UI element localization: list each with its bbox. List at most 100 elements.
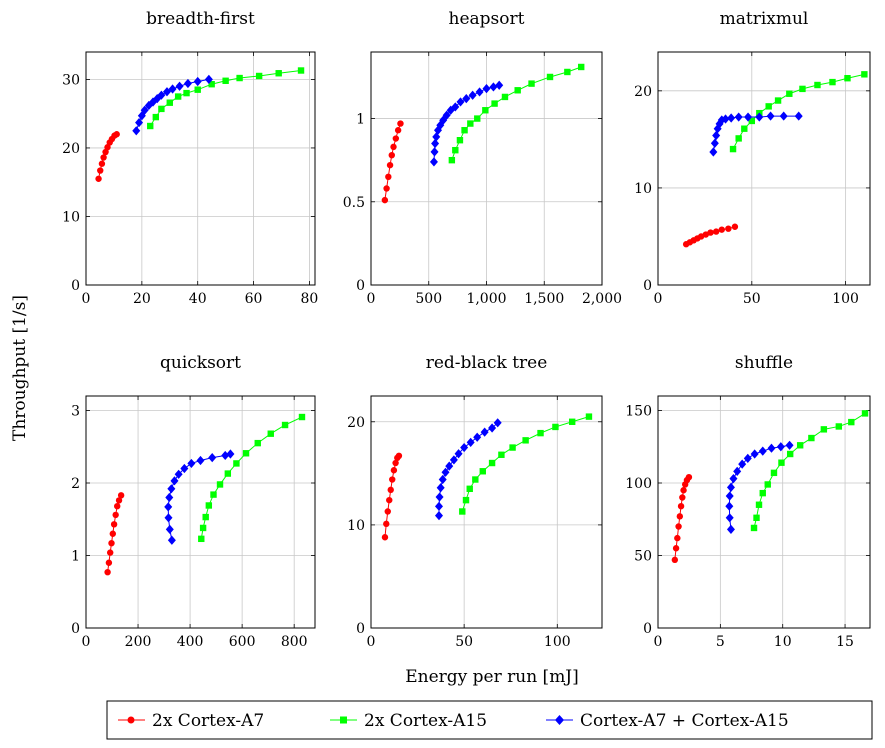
data-point [390,467,398,474]
data-point [522,437,529,444]
data-point [707,229,714,236]
series-0 [95,131,120,182]
data-point [750,524,758,532]
data-point [441,467,450,477]
chart-panel-2: 0 50 100 0 10 20 matrixmul [634,9,871,307]
data-point [456,137,464,144]
data-point [725,491,734,501]
y-tick-label: 10 [347,518,365,534]
x-tick-label: 40 [189,291,207,307]
data-point [568,418,576,425]
data-point [204,74,213,85]
data-point [814,81,821,89]
plot-frame [85,51,316,286]
data-point [459,508,466,515]
data-point [180,463,189,474]
legend-label-a7-a15: Cortex-A7 + Cortex-A15 [580,711,789,731]
legend-entry-a7-a15: Cortex-A7 + Cortex-A15 [546,711,789,731]
series-0 [682,223,739,248]
data-point [175,81,184,91]
series-0 [381,452,403,541]
data-point [387,486,394,494]
data-point [786,90,793,97]
data-point [216,481,224,488]
data-point [672,545,680,552]
data-point [102,148,109,156]
x-tick-label: 5 [716,634,725,650]
data-point [183,89,190,97]
data-point [726,524,735,534]
plot-frame [370,395,603,629]
data-point [98,160,106,167]
y-tick-label: 100 [625,476,652,492]
data-point [848,418,855,426]
data-point [726,482,735,492]
data-point [381,534,389,541]
data-point [456,97,465,107]
data-point [491,100,498,107]
chart-title: quicksort [160,353,241,373]
data-point [743,453,752,463]
data-point [677,503,685,510]
data-point [298,413,306,421]
x-tick-label: 100 [832,291,859,307]
data-point [446,105,455,115]
data-point [467,120,474,127]
data-point [97,167,104,174]
data-point [799,85,806,93]
data-point [208,453,217,463]
x-tick-label: 80 [301,291,319,307]
data-point [741,125,748,132]
data-point [381,196,389,204]
data-point [765,103,772,110]
data-point [479,468,486,475]
data-point [113,131,120,138]
data-point [110,521,118,528]
data-point [468,90,477,100]
data-point [166,99,173,106]
data-point [147,122,154,130]
series-2 [164,449,235,545]
data-point [431,138,440,149]
data-point [193,76,202,87]
data-point [117,492,125,499]
chart-panel-1: 0 500 1,000 1,500 2,000 0 0.5 1 heapsort [343,9,622,307]
x-tick-label: 60 [245,291,263,307]
data-point [100,154,107,161]
data-point [820,426,828,433]
data-point [835,423,843,430]
data-point [585,413,593,420]
x-tick-label: 200 [125,634,152,650]
data-point [727,113,736,123]
data-point [233,460,240,467]
data-point [436,483,445,493]
data-point [451,102,460,112]
legend-entry-a7: 2x Cortex-A7 [118,711,264,731]
data-point [196,455,205,466]
data-point [109,530,117,537]
data-point [210,491,217,498]
data-point [495,80,504,90]
series-line [167,453,231,541]
data-point [438,474,447,485]
data-point [480,427,489,437]
chart-panel-3: 0 200 400 600 800 0 1 2 3 quicksort [71,353,316,650]
data-point [442,110,451,120]
data-point [564,68,571,76]
x-tick-label: 100 [544,634,571,650]
data-point [861,71,868,78]
data-point [721,114,730,124]
chart-title: shuffle [735,353,793,373]
chart-panel-0: 0 20 40 60 80 0 10 20 30 breadth-first [62,9,318,307]
data-point [779,111,788,121]
data-point [390,143,397,151]
data-point [164,513,173,523]
y-tick-label: 30 [62,72,80,88]
chart-title: breadth-first [146,9,255,29]
data-point [115,497,123,504]
data-point [796,442,804,449]
data-point [174,93,182,100]
